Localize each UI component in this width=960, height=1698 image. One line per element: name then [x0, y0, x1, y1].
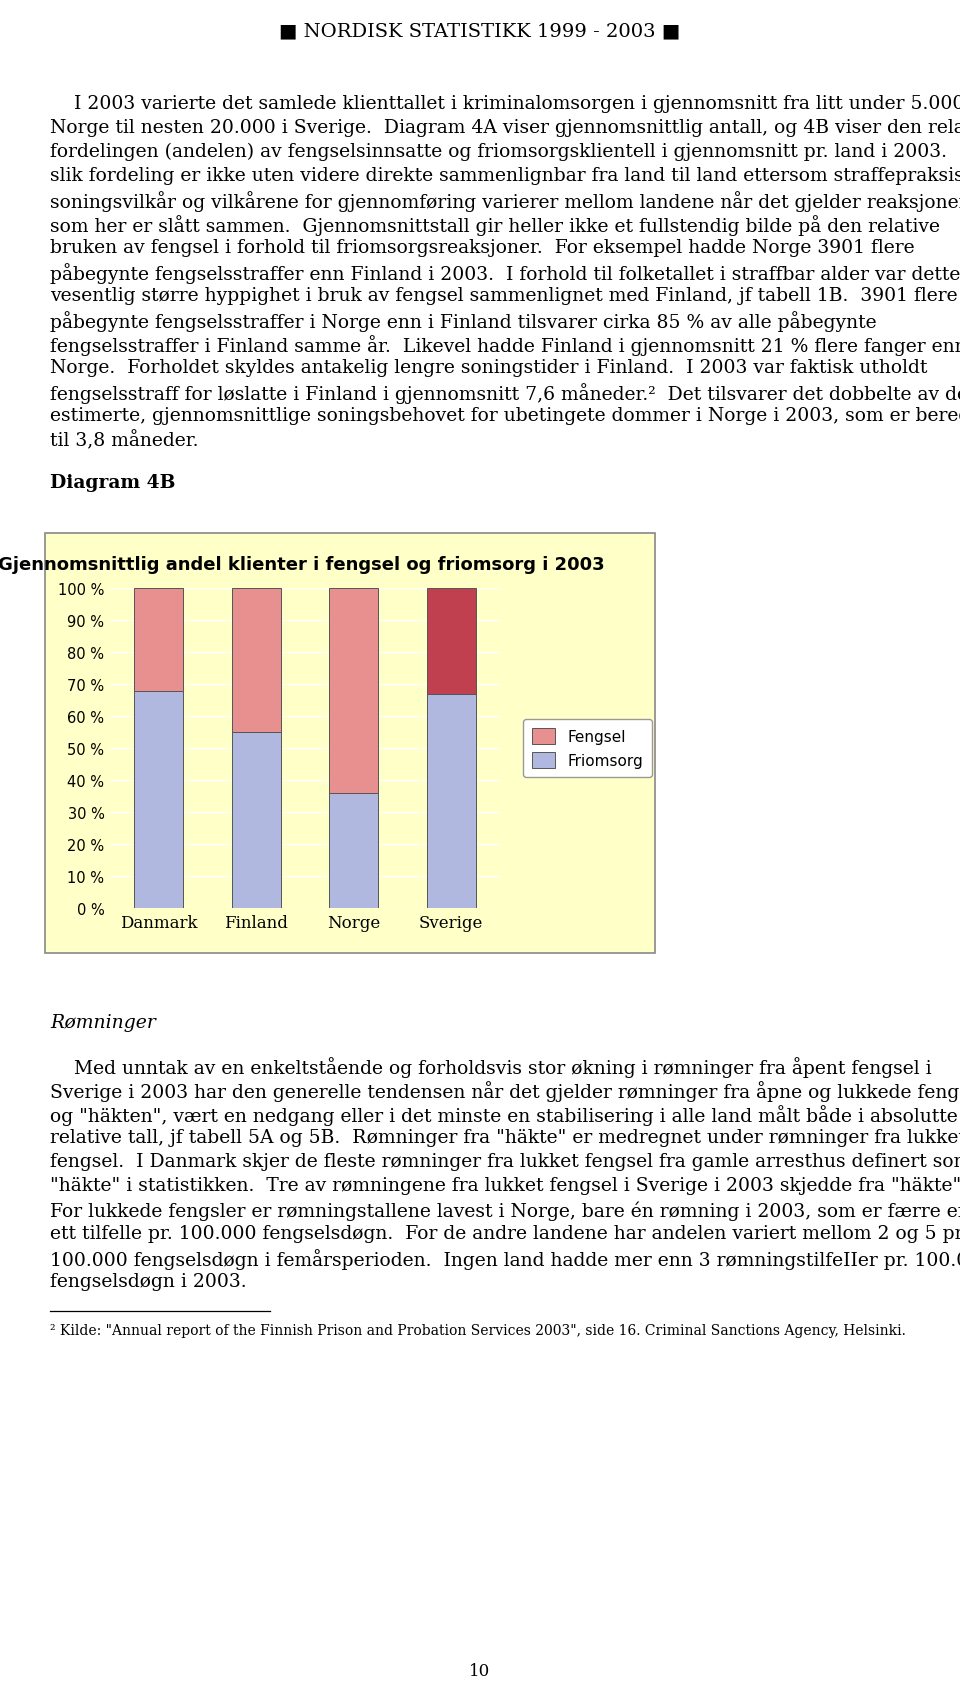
- Text: 100.000 fengselsdøgn i femårsperioden.  Ingen land hadde mer enn 3 rømningstilfe: 100.000 fengselsdøgn i femårsperioden. I…: [50, 1248, 960, 1270]
- Text: påbegynte fengselsstraffer i Norge enn i Finland tilsvarer cirka 85 % av alle på: påbegynte fengselsstraffer i Norge enn i…: [50, 311, 876, 331]
- Text: og "häkten", vært en nedgang eller i det minste en stabilisering i alle land mål: og "häkten", vært en nedgang eller i det…: [50, 1105, 960, 1126]
- Bar: [427, 589, 475, 694]
- Text: ■ NORDISK STATISTIKK 1999 - 2003 ■: ■ NORDISK STATISTIKK 1999 - 2003 ■: [279, 22, 681, 41]
- Text: Rømninger: Rømninger: [50, 1014, 156, 1032]
- Text: ² Kilde: "Annual report of the Finnish Prison and Probation Services 2003", side: ² Kilde: "Annual report of the Finnish P…: [50, 1323, 906, 1336]
- Text: Sverige i 2003 har den generelle tendensen når det gjelder rømninger fra åpne og: Sverige i 2003 har den generelle tendens…: [50, 1080, 960, 1102]
- Bar: [232, 734, 280, 908]
- Legend: Fengsel, Friomsorg: Fengsel, Friomsorg: [523, 720, 653, 778]
- Text: relative tall, jf tabell 5A og 5B.  Rømninger fra "häkte" er medregnet under røm: relative tall, jf tabell 5A og 5B. Rømni…: [50, 1129, 960, 1146]
- Text: fordelingen (andelen) av fengselsinnsatte og friomsorgsklientell i gjennomsnitt : fordelingen (andelen) av fengselsinnsatt…: [50, 143, 960, 161]
- Text: 10: 10: [469, 1662, 491, 1679]
- Text: Norge.  Forholdet skyldes antakelig lengre soningstider i Finland.  I 2003 var f: Norge. Forholdet skyldes antakelig lengr…: [50, 358, 927, 377]
- Text: fengsel.  I Danmark skjer de fleste rømninger fra lukket fengsel fra gamle arres: fengsel. I Danmark skjer de fleste rømni…: [50, 1153, 960, 1170]
- Text: soningsvilkår og vilkårene for gjennomføring varierer mellom landene når det gje: soningsvilkår og vilkårene for gjennomfø…: [50, 190, 960, 212]
- Text: Gjennomsnittlig andel klienter i fengsel og friomsorg i 2003: Gjennomsnittlig andel klienter i fengsel…: [0, 555, 605, 574]
- Text: I 2003 varierte det samlede klienttallet i kriminalomsorgen i gjennomsnitt fra l: I 2003 varierte det samlede klienttallet…: [50, 95, 960, 114]
- Text: slik fordeling er ikke uten videre direkte sammenlignbar fra land til land etter: slik fordeling er ikke uten videre direk…: [50, 166, 960, 185]
- Bar: [232, 589, 280, 734]
- Bar: [329, 793, 378, 908]
- Text: påbegynte fengselsstraffer enn Finland i 2003.  I forhold til folketallet i stra: påbegynte fengselsstraffer enn Finland i…: [50, 263, 960, 284]
- Text: Norge til nesten 20.000 i Sverige.  Diagram 4A viser gjennomsnittlig antall, og : Norge til nesten 20.000 i Sverige. Diagr…: [50, 119, 960, 138]
- Text: bruken av fengsel i forhold til friomsorgsreaksjoner.  For eksempel hadde Norge : bruken av fengsel i forhold til friomsor…: [50, 239, 915, 256]
- Text: "häkte" i statistikken.  Tre av rømningene fra lukket fengsel i Sverige i 2003 s: "häkte" i statistikken. Tre av rømningen…: [50, 1177, 960, 1195]
- Text: estimerte, gjennomsnittlige soningsbehovet for ubetingete dommer i Norge i 2003,: estimerte, gjennomsnittlige soningsbehov…: [50, 408, 960, 424]
- Text: Diagram 4B: Diagram 4B: [50, 474, 176, 492]
- Bar: [427, 694, 475, 908]
- Bar: [134, 691, 183, 908]
- Text: som her er slått sammen.  Gjennomsnittstall gir heller ikke et fullstendig bilde: som her er slått sammen. Gjennomsnittsta…: [50, 216, 940, 236]
- Bar: [329, 589, 378, 793]
- Text: For lukkede fengsler er rømningstallene lavest i Norge, bare én rømning i 2003, : For lukkede fengsler er rømningstallene …: [50, 1200, 960, 1221]
- Text: vesentlig større hyppighet i bruk av fengsel sammenlignet med Finland, jf tabell: vesentlig større hyppighet i bruk av fen…: [50, 287, 958, 306]
- Text: til 3,8 måneder.: til 3,8 måneder.: [50, 431, 199, 450]
- Bar: [45, 533, 655, 954]
- Bar: [134, 589, 183, 691]
- Text: fengselsdøgn i 2003.: fengselsdøgn i 2003.: [50, 1272, 247, 1290]
- Text: Med unntak av en enkeltstående og forholdsvis stor økning i rømninger fra åpent : Med unntak av en enkeltstående og forhol…: [50, 1056, 931, 1078]
- Text: ett tilfelle pr. 100.000 fengselsdøgn.  For de andre landene har andelen variert: ett tilfelle pr. 100.000 fengselsdøgn. F…: [50, 1224, 960, 1243]
- Text: fengselsstraffer i Finland samme år.  Likevel hadde Finland i gjennomsnitt 21 % : fengselsstraffer i Finland samme år. Lik…: [50, 335, 960, 357]
- Text: fengselsstraff for løslatte i Finland i gjennomsnitt 7,6 måneder.²  Det tilsvare: fengselsstraff for løslatte i Finland i …: [50, 382, 960, 404]
